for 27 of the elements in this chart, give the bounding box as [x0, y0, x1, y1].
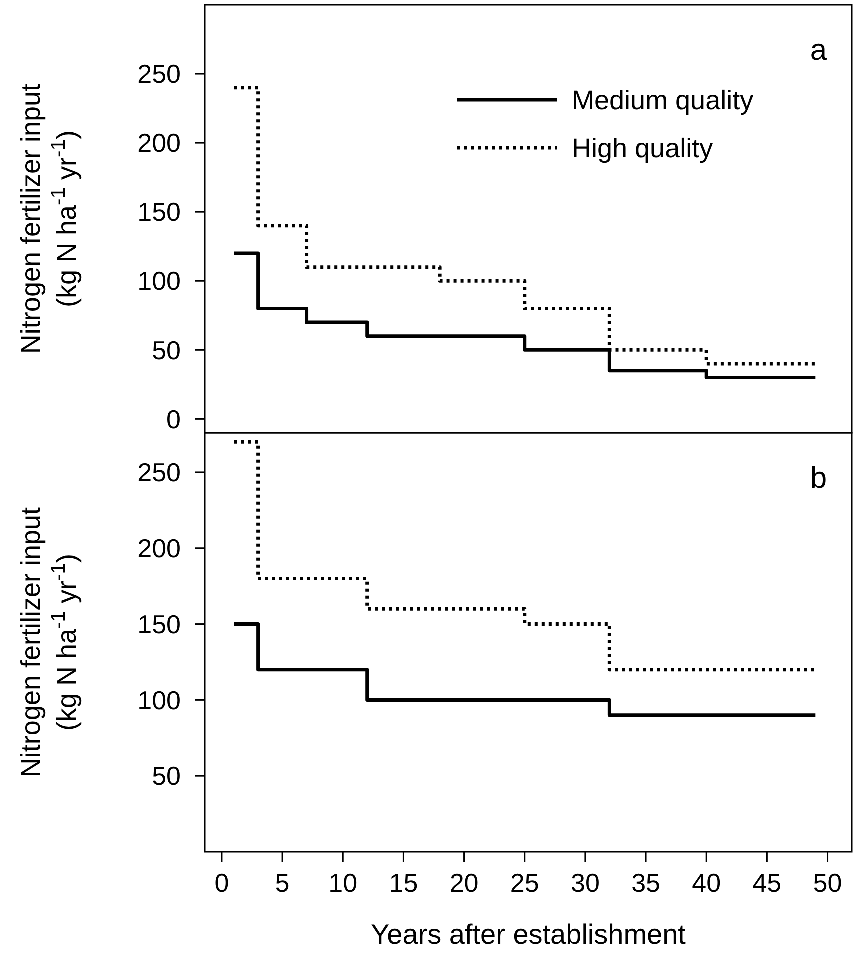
x-tick-label: 30	[570, 868, 600, 898]
x-tick-label: 20	[450, 868, 479, 898]
y-tick-label: 100	[138, 685, 181, 716]
annotation: b	[810, 462, 827, 495]
y-tick-label: 250	[138, 458, 181, 488]
x-tick-label: 40	[692, 868, 722, 898]
x-tick-label: 50	[813, 868, 842, 898]
x-tick-label: 10	[328, 868, 358, 898]
x-tick-label: 0	[214, 868, 230, 898]
y-tick-label: 50	[152, 761, 181, 792]
x-tick-label: 5	[275, 868, 290, 898]
y-tick-label: 50	[152, 335, 181, 366]
legend-label: High quality	[572, 133, 714, 164]
y-tick-label: 150	[138, 609, 181, 640]
annotation: a	[810, 34, 828, 67]
x-tick-label: 35	[632, 868, 660, 898]
x-axis-title: Years after establishment	[371, 919, 686, 950]
x-tick-label: 15	[389, 868, 418, 898]
x-tick-label: 25	[510, 868, 540, 898]
y-tick-label: 200	[138, 533, 181, 564]
y-tick-label: 100	[138, 266, 181, 296]
y-tick-label: 150	[138, 197, 181, 228]
y-tick-label: 250	[138, 59, 181, 90]
y-tick-label: 200	[138, 128, 181, 158]
legend-label: Medium quality	[572, 85, 754, 116]
y-tick-label: 0	[166, 404, 181, 434]
x-tick-label: 45	[752, 868, 782, 898]
